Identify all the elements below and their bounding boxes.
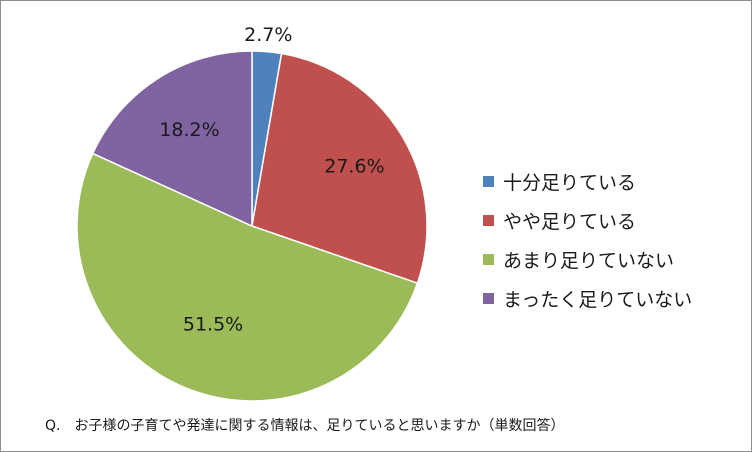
legend-swatch <box>483 293 494 304</box>
pie-slice <box>76 152 419 402</box>
legend-item: 十分足りている <box>483 162 692 201</box>
legend: 十分足りている やや足りているあまり足りていない まったく足りていない <box>483 162 692 318</box>
pie-slice <box>91 50 253 228</box>
slice-data-label: 27.6% <box>324 155 384 177</box>
legend-item: まったく足りていない <box>483 279 692 318</box>
legend-label: まったく足りていない <box>503 289 693 311</box>
legend-item: やや足りている <box>483 201 692 240</box>
legend-label: 十分足りている <box>503 172 637 194</box>
chart-caption: Q. お子様の子育てや発達に関する情報は、足りていると思いますか（単数回答） <box>45 418 565 434</box>
slice-data-label: 18.2% <box>159 119 219 141</box>
legend-label: やや足りている <box>503 211 637 233</box>
slice-data-label: 2.7% <box>244 24 292 46</box>
legend-item: あまり足りていない <box>483 240 692 279</box>
legend-label: あまり足りていない <box>503 250 675 272</box>
pie-slice <box>251 52 428 285</box>
legend-swatch <box>483 176 494 187</box>
pie-chart: 2.7% 27.6% 51.5% 18.2% <box>76 24 428 402</box>
slice-data-label: 51.5% <box>183 314 243 336</box>
legend-swatch <box>483 254 494 265</box>
legend-swatch <box>483 215 494 226</box>
